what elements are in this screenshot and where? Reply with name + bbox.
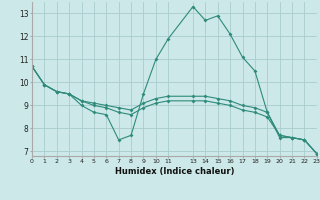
X-axis label: Humidex (Indice chaleur): Humidex (Indice chaleur) <box>115 167 234 176</box>
